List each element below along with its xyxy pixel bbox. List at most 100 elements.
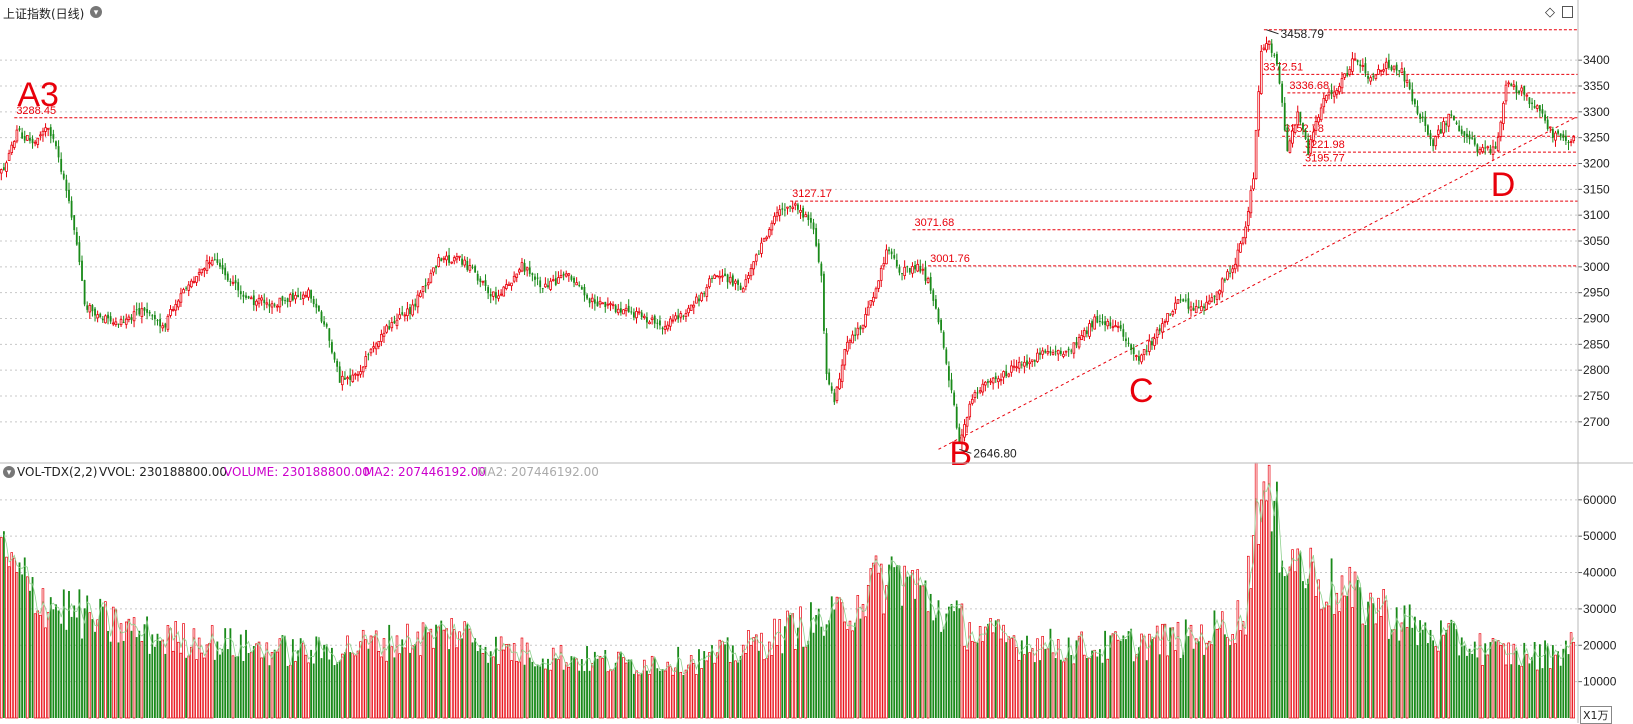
- candle-body: [874, 288, 878, 299]
- volume-bar: [679, 671, 683, 719]
- volume-bar: [143, 624, 146, 718]
- candle-body: [1140, 354, 1143, 363]
- volume-bar: [1499, 645, 1503, 719]
- volume-bar: [1572, 641, 1575, 719]
- candle-body: [666, 324, 670, 330]
- candle-body: [1200, 306, 1203, 312]
- volume-bar: [132, 617, 136, 719]
- candle-body: [286, 298, 289, 302]
- volume-bar: [997, 619, 1000, 719]
- candle-body: [288, 294, 292, 302]
- vvol-value: VVOL: 230188800.00: [99, 465, 227, 479]
- volume-bar: [166, 625, 170, 719]
- candle-body: [1184, 299, 1187, 301]
- candle-body: [1096, 315, 1099, 323]
- volume-bar: [929, 593, 932, 718]
- volume-bar: [268, 665, 271, 718]
- indicator-menu-icon[interactable]: ▾: [3, 466, 15, 478]
- volume-bar: [41, 588, 45, 719]
- volume-bar: [1273, 500, 1276, 718]
- volume-bar: [1453, 623, 1455, 718]
- candle-body: [1458, 125, 1461, 132]
- volume-bar: [1340, 575, 1344, 719]
- volume-bar: [156, 633, 159, 718]
- candle-body: [1541, 109, 1544, 114]
- candle-body: [848, 340, 852, 343]
- volume-bar: [1171, 627, 1175, 719]
- volume-bar: [190, 646, 193, 719]
- volume-bar: [1468, 648, 1471, 718]
- chevron-down-icon[interactable]: ▾: [90, 6, 102, 18]
- volume-bar: [119, 623, 123, 719]
- volume-bar: [1067, 637, 1070, 718]
- candle-body: [598, 300, 602, 305]
- volume-bar: [1392, 629, 1396, 719]
- volume-bar: [1007, 636, 1011, 719]
- level-label: 3221.98: [1305, 139, 1345, 151]
- volume-bar: [848, 620, 852, 719]
- volume-bar: [874, 555, 878, 719]
- volume-tick-label: 20000: [1583, 638, 1617, 652]
- volume-bar: [390, 646, 394, 719]
- candle-body: [669, 318, 672, 327]
- volume-bar: [1491, 637, 1495, 719]
- volume-bar: [91, 619, 94, 718]
- volume-bar: [815, 614, 818, 718]
- candle-body: [882, 263, 886, 267]
- candle-body: [765, 236, 768, 240]
- candle-body: [616, 308, 620, 314]
- volume-bar: [81, 638, 83, 718]
- window-restore-icon[interactable]: [1562, 6, 1573, 18]
- volume-bar: [1130, 628, 1133, 718]
- volume-bar: [1367, 601, 1369, 718]
- candle-body: [435, 266, 437, 268]
- volume-bar: [835, 596, 839, 719]
- candle-body: [229, 280, 232, 282]
- volume-bar: [1049, 628, 1052, 718]
- volume-bar: [1421, 629, 1424, 718]
- volume-bar: [239, 634, 242, 718]
- volume-bar: [807, 640, 810, 718]
- volume-bar: [1496, 640, 1500, 719]
- candle-body: [978, 390, 982, 393]
- candle-body: [1440, 129, 1442, 134]
- volume-bar: [356, 650, 360, 719]
- candle-body: [242, 294, 245, 297]
- volume-bar: [499, 636, 503, 719]
- volume-bar: [374, 630, 378, 719]
- volume-bar: [708, 652, 711, 719]
- candle-body: [856, 327, 860, 336]
- candle-body: [52, 134, 55, 139]
- candle-body: [1101, 321, 1104, 324]
- candle-body: [344, 377, 346, 380]
- candle-body: [859, 326, 862, 330]
- volume-bar: [924, 580, 927, 718]
- volume-bar: [518, 661, 521, 719]
- candle-body: [432, 267, 435, 273]
- diamond-icon[interactable]: ◇: [1545, 4, 1555, 19]
- volume-bar: [1247, 555, 1250, 719]
- candle-body: [1020, 364, 1023, 366]
- candle-body: [213, 259, 216, 261]
- indicator-name[interactable]: VOL-TDX(2,2): [17, 465, 98, 479]
- candle-body: [182, 289, 185, 294]
- candle-body: [1088, 323, 1091, 337]
- candle-body: [1194, 306, 1198, 314]
- annotations: A3 B C D 3458.79 2646.80: [17, 27, 1515, 473]
- candle-body: [869, 300, 873, 306]
- candle-body: [1046, 351, 1050, 354]
- candle-body: [825, 333, 828, 375]
- candle-body: [463, 259, 467, 266]
- volume-bar: [1002, 624, 1005, 719]
- volume-bar: [791, 613, 794, 719]
- candle-body: [1044, 350, 1047, 353]
- volume-bar: [1405, 627, 1409, 719]
- candle-body: [177, 300, 180, 308]
- volume-bar: [604, 649, 607, 718]
- volume-bars: [0, 462, 1575, 719]
- volume-bar: [161, 639, 164, 719]
- candle-body: [1554, 132, 1557, 141]
- candle-body: [1267, 40, 1271, 45]
- candle-body: [934, 299, 937, 309]
- volume-bar: [1353, 571, 1357, 719]
